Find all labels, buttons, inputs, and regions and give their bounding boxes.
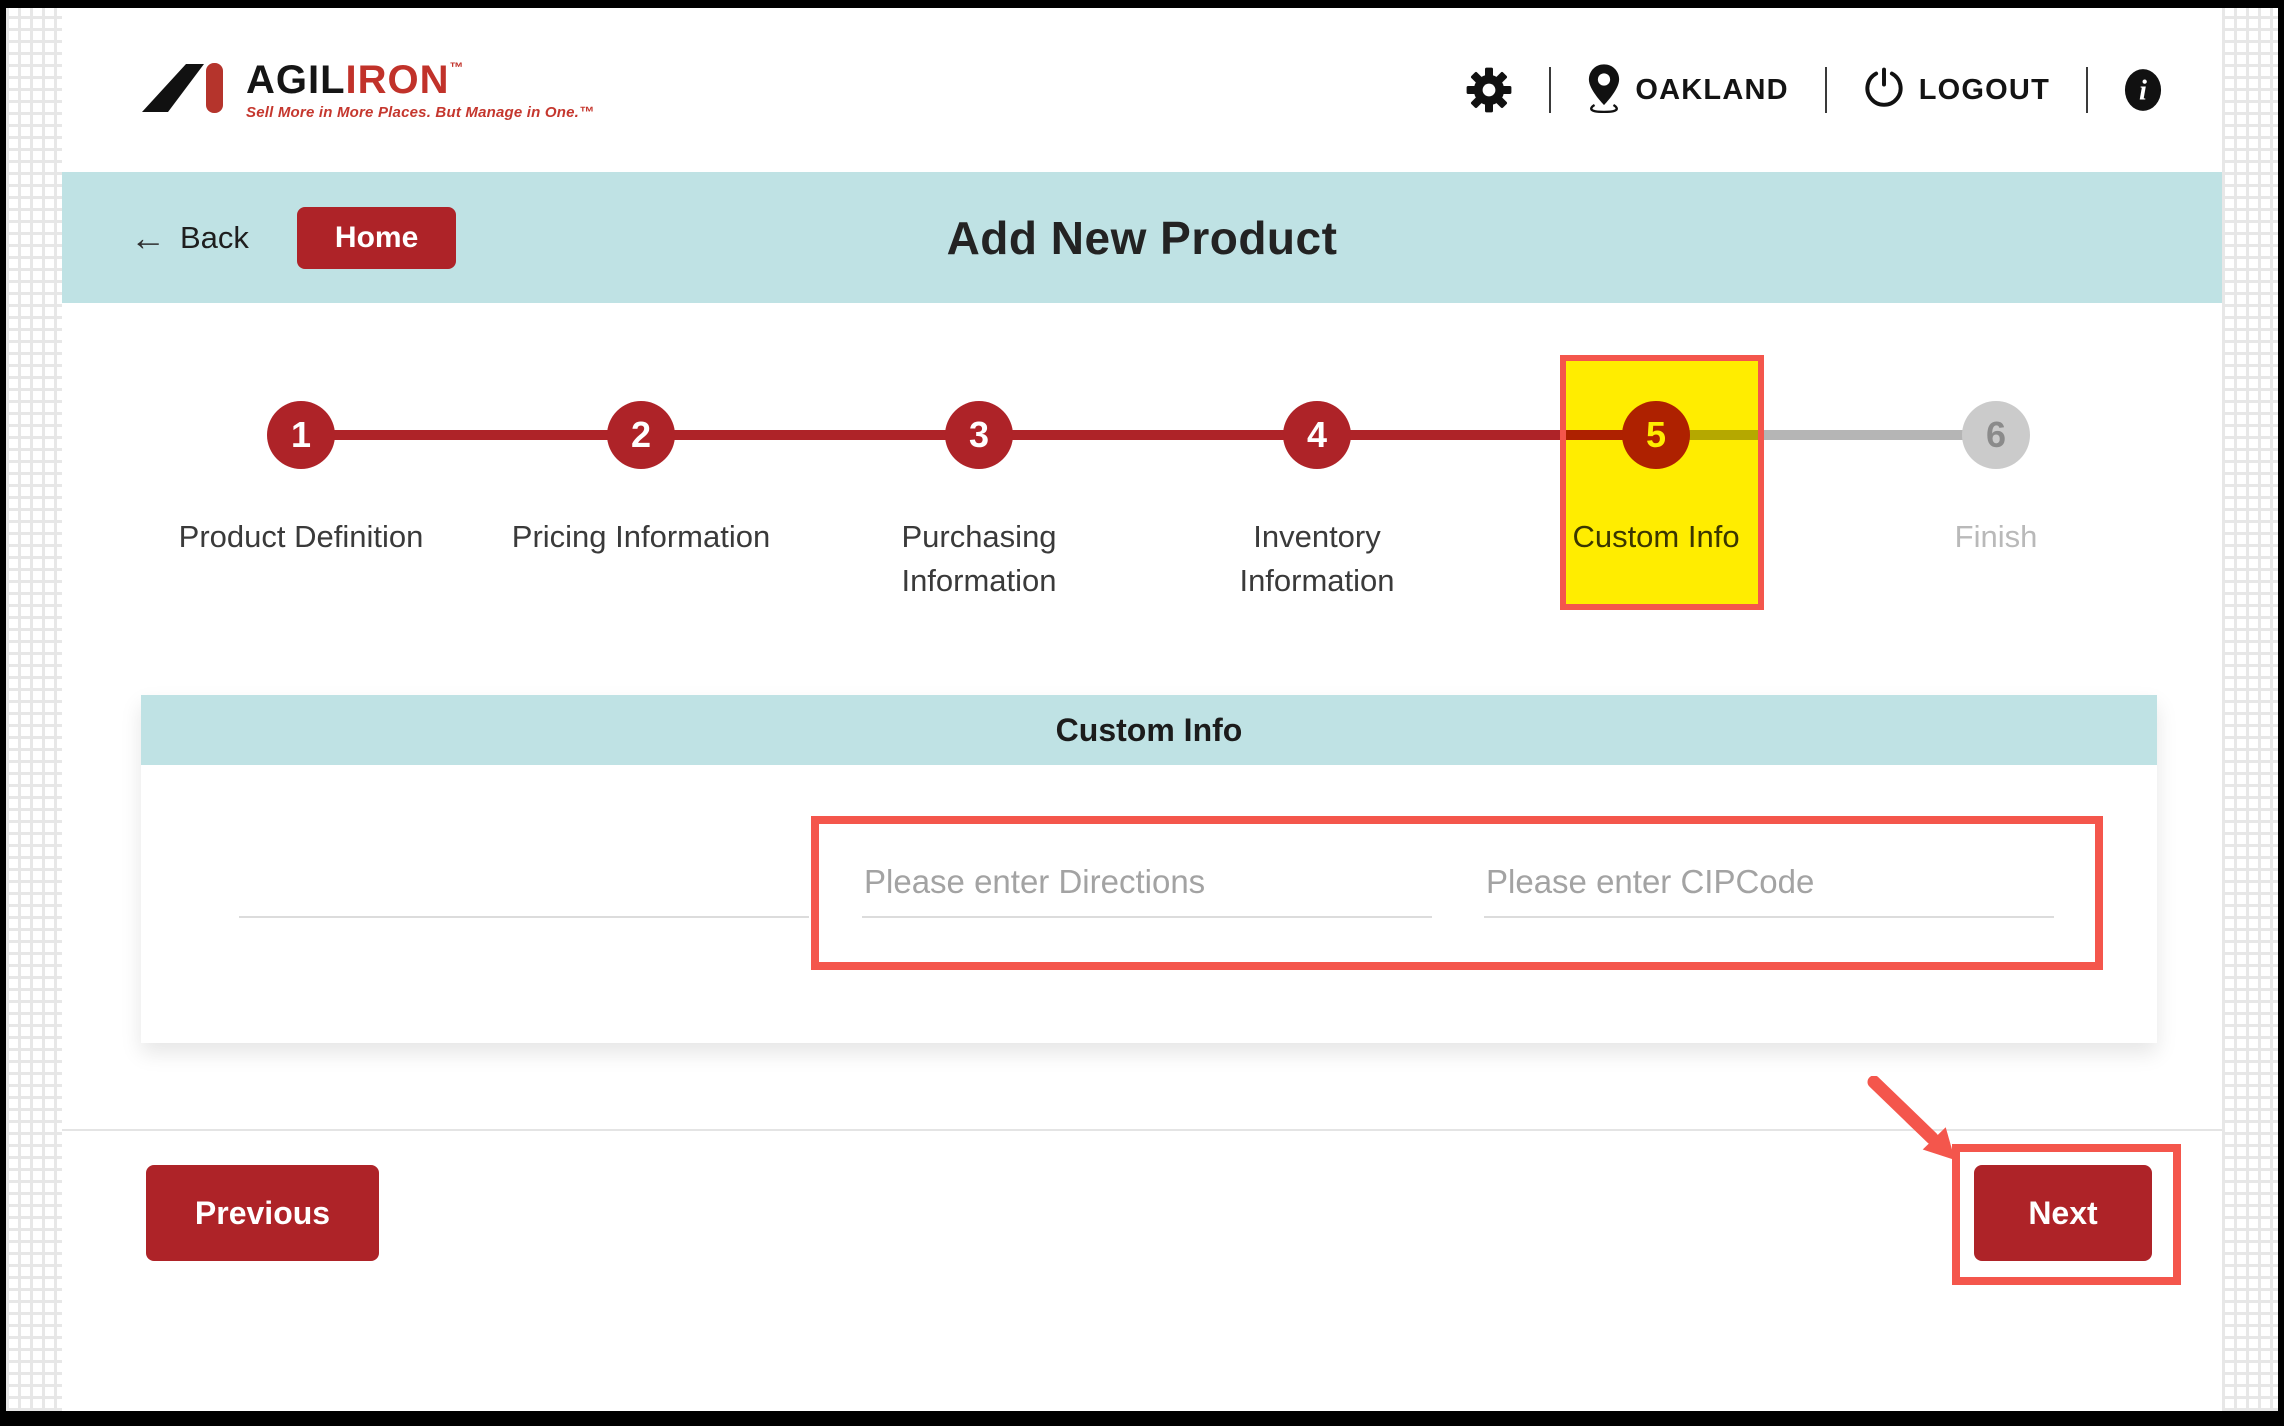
location-label: OAKLAND (1635, 73, 1789, 106)
panel-body (141, 765, 2157, 1043)
footer-divider (62, 1129, 2222, 1131)
step-label: Purchasing Information (901, 519, 1057, 598)
location-selector[interactable]: OAKLAND (1587, 63, 1788, 118)
app-page: AGILIRON™ Sell More in More Places. But … (62, 8, 2222, 1411)
custom-info-panel: Custom Info (141, 695, 2157, 1043)
step-circle: 4 (1283, 401, 1351, 469)
svg-text:i: i (2139, 76, 2147, 107)
logo-tagline: Sell More in More Places. But Manage in … (246, 104, 595, 121)
back-label: Back (180, 219, 249, 255)
step-2-pricing-information[interactable]: 2 Pricing Information (511, 401, 771, 559)
logo-wordmark: AGILIRON™ (246, 58, 465, 102)
step-label: Finish (1954, 519, 2038, 554)
location-pin-icon (1587, 63, 1621, 118)
step-circle: 5 (1622, 401, 1690, 469)
left-arrow-icon: ← (130, 216, 166, 258)
logout-button[interactable]: LOGOUT (1863, 67, 2050, 114)
step-circle: 1 (267, 401, 335, 469)
gear-icon[interactable] (1465, 66, 1513, 114)
logout-label: LOGOUT (1918, 73, 2050, 106)
custom-field-1-input[interactable] (239, 848, 809, 918)
back-button[interactable]: ← Back (130, 216, 249, 258)
power-icon (1863, 67, 1905, 114)
step-circle: 3 (945, 401, 1013, 469)
right-margin-texture (2222, 8, 2278, 1411)
topbar-divider (1549, 67, 1552, 113)
step-connector-5-6 (1656, 430, 1996, 440)
cipcode-input[interactable] (1484, 848, 2054, 918)
step-5-custom-info[interactable]: 5 Custom Info (1526, 401, 1786, 559)
step-label: Inventory Information (1239, 519, 1395, 598)
step-connector-3-4 (979, 430, 1317, 440)
directions-input[interactable] (862, 848, 1432, 918)
topbar-actions: OAKLAND LOGOUT i (1465, 63, 2162, 118)
step-6-finish[interactable]: 6 Finish (1866, 401, 2126, 559)
app-header: AGILIRON™ Sell More in More Places. But … (62, 8, 2222, 172)
step-3-purchasing-information[interactable]: 3 Purchasing Information (849, 401, 1109, 603)
next-button[interactable]: Next (1974, 1165, 2152, 1261)
panel-title: Custom Info (141, 695, 2157, 765)
page-title-bar: ← Back Home Add New Product (62, 172, 2222, 303)
step-1-product-definition[interactable]: 1 Product Definition (171, 401, 431, 559)
step-circle: 6 (1962, 401, 2030, 469)
topbar-divider (2086, 67, 2088, 113)
agiliron-logo-mark-icon (142, 60, 226, 121)
step-label: Custom Info (1572, 519, 1740, 554)
home-button[interactable]: Home (296, 206, 457, 269)
info-icon[interactable]: i (2124, 68, 2162, 112)
step-4-inventory-information[interactable]: 4 Inventory Information (1187, 401, 1447, 603)
topbar-divider (1824, 67, 1827, 113)
agiliron-logo[interactable]: AGILIRON™ Sell More in More Places. But … (142, 60, 594, 121)
step-circle: 2 (607, 401, 675, 469)
step-label: Pricing Information (511, 519, 771, 554)
step-connector-1-2 (301, 430, 641, 440)
annotation-arrow-icon (1862, 1075, 1992, 1191)
step-connector-2-3 (641, 430, 979, 440)
previous-button[interactable]: Previous (146, 1165, 379, 1261)
step-label: Product Definition (178, 519, 424, 554)
step-connector-4-5 (1317, 430, 1656, 440)
left-margin-texture (6, 8, 62, 1411)
